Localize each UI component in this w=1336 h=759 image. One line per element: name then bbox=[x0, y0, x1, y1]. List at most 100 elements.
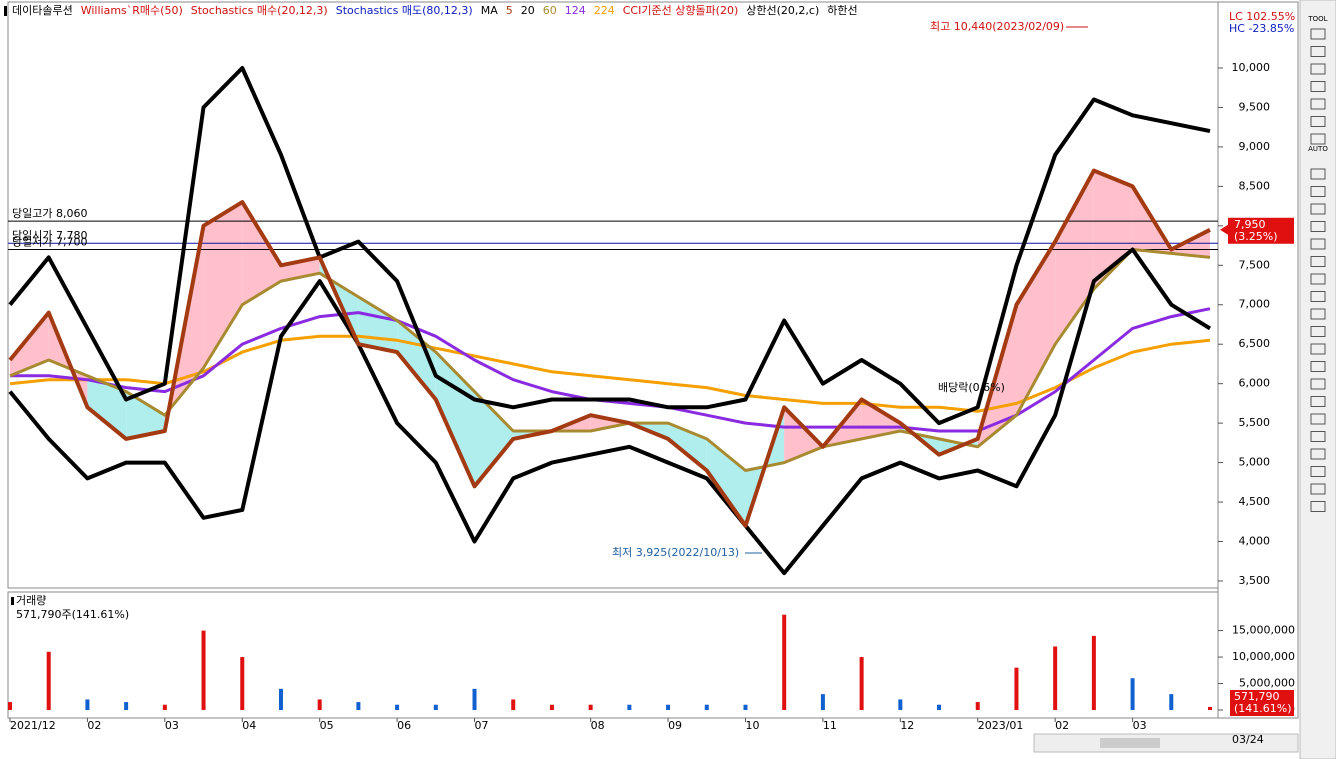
tool-icon[interactable] bbox=[1310, 46, 1326, 57]
tool-icon[interactable] bbox=[1310, 501, 1326, 512]
tool-icon[interactable] bbox=[1310, 448, 1326, 460]
legend-item: 하한선 bbox=[827, 3, 857, 17]
legend-item: 5 bbox=[506, 4, 513, 17]
y-tick-label: 8,500 bbox=[1239, 179, 1271, 192]
legend-item: Williams`R매수(50) bbox=[81, 4, 183, 17]
volume-last: 571,790 bbox=[1234, 690, 1280, 703]
volume-bar bbox=[1014, 667, 1019, 711]
trend-fill bbox=[435, 352, 475, 487]
tool-icon[interactable] bbox=[1310, 343, 1326, 355]
y-tick-label: 5,500 bbox=[1239, 416, 1271, 429]
volume-bar bbox=[1091, 635, 1096, 711]
legend-item: CCI기준선 상향돌파(20) bbox=[623, 4, 739, 17]
legend-item: 20 bbox=[521, 4, 535, 17]
tool-icon[interactable] bbox=[1310, 133, 1326, 145]
annotation: 최고 10,440(2023/02/09) bbox=[930, 20, 1064, 33]
range-label: HC -23.85% bbox=[1229, 22, 1294, 35]
tool-icon[interactable] bbox=[1310, 361, 1326, 372]
volume-bar bbox=[859, 657, 864, 711]
tool-icon[interactable] bbox=[1310, 308, 1326, 320]
tool-icon[interactable] bbox=[1310, 378, 1326, 390]
series-line bbox=[8, 247, 1212, 576]
x-tick-label: 2021/12 bbox=[10, 719, 56, 732]
legend-item: Stochastics 매도(80,12,3) bbox=[336, 4, 473, 17]
volume-bar bbox=[85, 699, 90, 711]
y-tick-label: 7,500 bbox=[1239, 258, 1271, 271]
tool-icon[interactable] bbox=[1310, 431, 1326, 442]
volume-bar bbox=[975, 702, 980, 711]
legend-item: MA bbox=[481, 4, 498, 17]
range-label: LC 102.55% bbox=[1229, 10, 1295, 23]
tool-icon[interactable] bbox=[1310, 98, 1326, 110]
x-tick-label: 10 bbox=[745, 719, 759, 732]
tool-icon[interactable] bbox=[1310, 256, 1326, 267]
trend-fill bbox=[87, 375, 127, 439]
tool-icon[interactable] bbox=[1310, 273, 1326, 285]
volume-title: 거래량 bbox=[16, 594, 46, 607]
tool-icon[interactable] bbox=[1310, 396, 1326, 407]
toolbar-label: AUTO bbox=[1308, 145, 1328, 153]
price-label: 7,950 bbox=[1234, 218, 1266, 231]
toolbar-icons[interactable] bbox=[1310, 28, 1326, 512]
tool-icon[interactable] bbox=[1310, 186, 1326, 197]
series-line bbox=[8, 168, 1211, 528]
legend-marker bbox=[4, 6, 7, 16]
trend-fill bbox=[126, 391, 165, 439]
toolbar-label: TOOL bbox=[1307, 15, 1327, 23]
series-line bbox=[9, 248, 1211, 472]
trend-fill bbox=[474, 391, 514, 487]
tool-icon[interactable] bbox=[1310, 326, 1326, 337]
legend-item: 60 bbox=[543, 4, 557, 17]
trend-fill bbox=[861, 399, 901, 439]
annotation: 최저 3,925(2022/10/13) bbox=[612, 546, 739, 559]
volume-bar bbox=[472, 688, 477, 711]
scroll-thumb[interactable] bbox=[1100, 738, 1160, 748]
tool-icon[interactable] bbox=[1310, 63, 1326, 75]
volume-bar bbox=[898, 699, 903, 711]
trend-fill bbox=[10, 312, 49, 376]
y-tick-label: 4,500 bbox=[1239, 495, 1271, 508]
volume-bar bbox=[395, 704, 400, 711]
volume-change: (141.61%) bbox=[1234, 702, 1292, 715]
price-pointer bbox=[1220, 224, 1228, 235]
legend-item: 124 bbox=[565, 4, 586, 17]
volume-bar bbox=[549, 704, 554, 711]
volume-bar bbox=[356, 702, 361, 711]
y-tick-label: 4,000 bbox=[1239, 535, 1271, 548]
tool-icon[interactable] bbox=[1310, 413, 1326, 425]
legend-item: Stochastics 매수(20,12,3) bbox=[191, 4, 328, 17]
tool-icon[interactable] bbox=[1310, 28, 1326, 40]
x-tick-label: 03 bbox=[1133, 719, 1147, 732]
volume-bar bbox=[124, 702, 129, 711]
tool-icon[interactable] bbox=[1310, 291, 1326, 302]
x-tick-label: 03 bbox=[165, 719, 179, 732]
volume-bar bbox=[162, 704, 167, 711]
x-tick-label: 2023/01 bbox=[978, 719, 1024, 732]
x-tick-label: 02 bbox=[87, 719, 101, 732]
trend-fill bbox=[397, 320, 436, 400]
tool-icon[interactable] bbox=[1310, 221, 1326, 232]
volume-bar bbox=[937, 704, 942, 711]
x-tick-label: 04 bbox=[242, 719, 256, 732]
x-tick-label: 07 bbox=[475, 719, 489, 732]
volume-bar bbox=[1208, 706, 1212, 711]
trend-fill bbox=[1093, 170, 1133, 289]
trend-fill bbox=[784, 407, 823, 463]
volume-bar bbox=[782, 614, 787, 711]
x-tick-label: 11 bbox=[823, 719, 837, 732]
tool-icon[interactable] bbox=[1310, 116, 1326, 127]
tool-icon[interactable] bbox=[1310, 238, 1326, 250]
tool-icon[interactable] bbox=[1310, 483, 1326, 495]
volume-bar bbox=[1169, 694, 1174, 711]
tool-icon[interactable] bbox=[1310, 168, 1326, 180]
legend-item: 데이타솔루션 bbox=[12, 4, 73, 17]
volume-bar bbox=[433, 704, 438, 711]
level-label: 당일저가 7,700 bbox=[12, 235, 87, 249]
volume-bar bbox=[46, 651, 51, 711]
tool-icon[interactable] bbox=[1310, 81, 1326, 92]
tool-icon[interactable] bbox=[1310, 203, 1326, 215]
series-line bbox=[8, 66, 1211, 426]
volume-bar bbox=[588, 704, 593, 711]
tool-icon[interactable] bbox=[1310, 466, 1326, 477]
